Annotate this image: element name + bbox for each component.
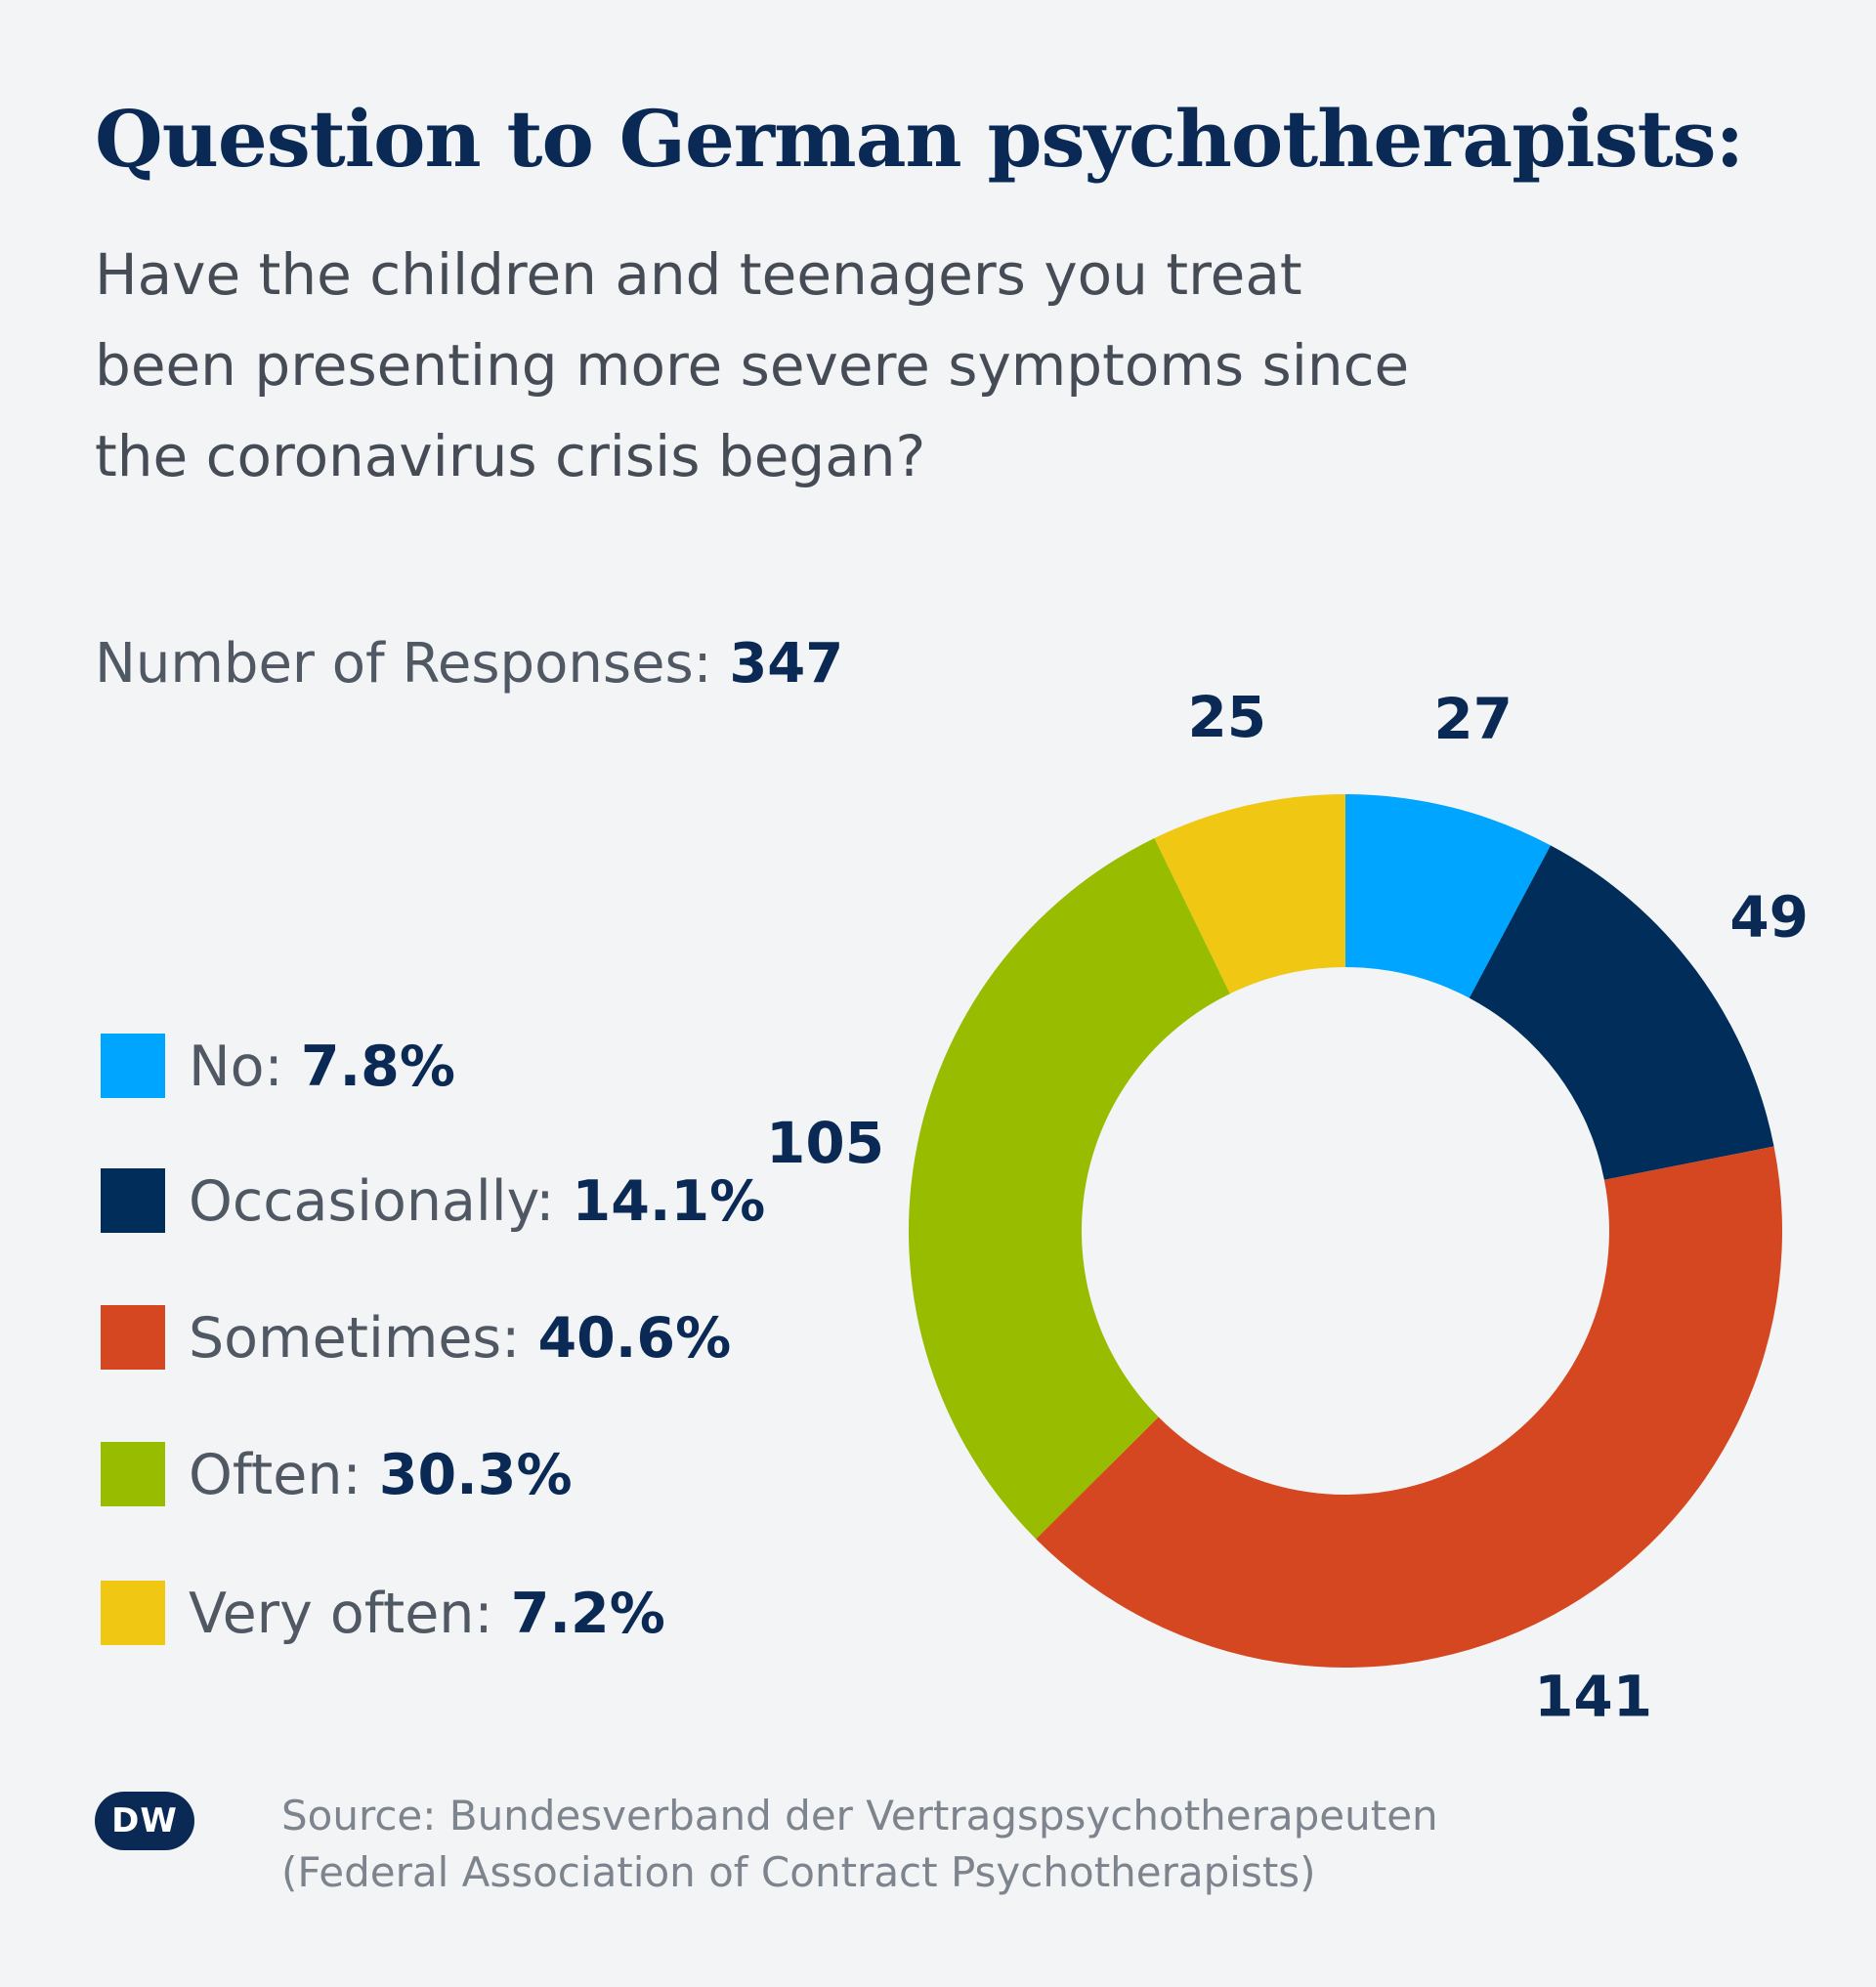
donut-slice-sometimes [1036,1146,1783,1669]
source-note: Source: Bundesverband der Vertragspsycho… [281,1788,1438,1901]
legend-percent: 30.3% [378,1443,573,1507]
response-count-label: Number of Responses: [95,632,712,696]
legend-label: Occasionally [189,1169,536,1234]
donut-slice-no [1345,794,1551,998]
donut-slice-very-often [1154,794,1345,994]
legend-text: Sometimes: 40.6% [189,1306,732,1371]
source-line: (Federal Association of Contract Psychot… [281,1848,1316,1896]
legend-swatch [101,1581,165,1645]
legend-percent: 14.1% [572,1169,766,1234]
dw-logo: DW [95,1792,194,1850]
legend-percent: 7.8% [300,1035,455,1099]
legend-swatch [101,1305,165,1370]
chart-subtitle: Have the children and teenagers you trea… [95,230,1697,502]
legend-text: Very often: 7.2% [189,1582,665,1646]
donut-slice-often [908,838,1230,1540]
response-count-value: 347 [729,632,844,696]
legend-text: Occasionally: 14.1% [189,1169,766,1234]
response-count: Number of Responses: 347 [95,625,843,703]
legend-text: No: 7.8% [189,1035,455,1099]
subtitle-line: been presenting more severe symptoms sin… [95,332,1410,399]
legend-percent: 7.2% [510,1582,665,1646]
legend-label: Sometimes [189,1306,502,1371]
data-label-no: 27 [1433,686,1513,752]
legend-label: Very often [189,1582,475,1646]
source-line: Source: Bundesverband der Vertragspsycho… [281,1792,1438,1839]
legend-swatch [101,1442,165,1506]
legend-label: No [189,1035,265,1099]
data-label-often: 105 [766,1110,884,1176]
legend-text: Often: 30.3% [189,1443,573,1507]
legend-swatch [101,1168,165,1233]
data-label-very-often: 25 [1187,684,1266,750]
donut-slice-occasionally [1469,845,1774,1180]
chart-title: Question to German psychotherapists: [95,93,1744,185]
legend-percent: 40.6% [537,1306,732,1371]
subtitle-line: the coronavirus crisis began? [95,423,926,489]
legend-label: Often [189,1443,343,1507]
data-label-occasionally: 49 [1729,883,1809,950]
subtitle-line: Have the children and teenagers you trea… [95,241,1302,308]
legend-swatch [101,1034,165,1098]
data-label-sometimes: 141 [1534,1664,1652,1730]
